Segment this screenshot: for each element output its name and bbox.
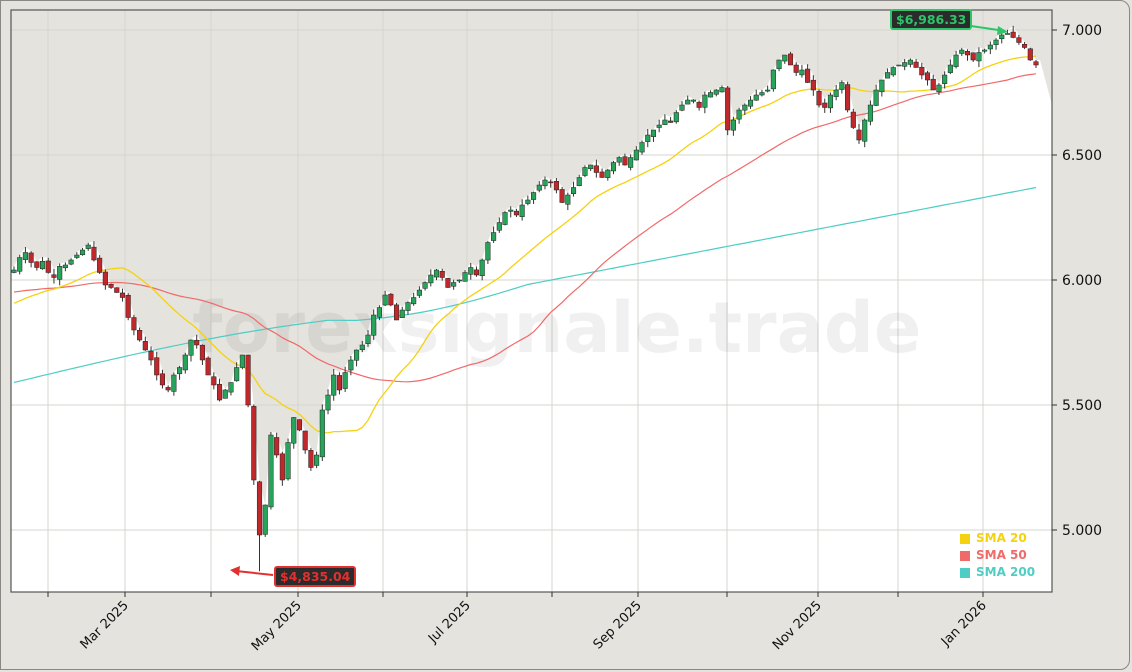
legend-swatch-sma20 (960, 533, 970, 544)
x-tick-label: Sep 2025 (591, 598, 645, 652)
plot-border (10, 9, 1053, 593)
grid-lines (11, 10, 1052, 592)
high-arrow-head (997, 26, 1008, 35)
watermark-text: forexsignale.trade (192, 287, 921, 369)
x-tick-label: Jul 2025 (425, 598, 474, 647)
sma-50-line (13, 73, 1037, 383)
sma-20-line (13, 55, 1037, 434)
x-axis: Mar 2025 May 2025 Jul 2025 Sep 2025 Nov 2025… (47, 592, 990, 654)
y-tick-label: 6.500 (1062, 148, 1102, 164)
low-arrow-head (230, 566, 240, 576)
x-tick-label: Jan 2026 (938, 598, 990, 650)
x-tick-label: Nov 2025 (770, 598, 825, 653)
legend-label-sma50: SMA 50 (976, 548, 1027, 562)
y-tick-label: 5.500 (1062, 398, 1102, 414)
legend-swatch-sma50 (960, 550, 970, 561)
x-tick-label: Mar 2025 (78, 598, 132, 652)
candles (11, 25, 1039, 572)
legend: SMA 20 SMA 50 SMA 200 (960, 530, 1035, 581)
low-arrow (235, 570, 274, 576)
high-price-callout: $6,986.33 (890, 9, 973, 30)
legend-label-sma200: SMA 200 (976, 565, 1036, 579)
x-tick-label: May 2025 (249, 598, 305, 654)
y-axis: 5.000 5.500 6.000 6.500 7.000 (1052, 23, 1102, 539)
legend-item-sma20: SMA 20 (960, 530, 1035, 547)
legend-item-sma200: SMA 200 (960, 564, 1035, 581)
y-tick-label: 6.000 (1062, 273, 1102, 289)
low-price-callout: $4,835.04 (274, 566, 357, 587)
legend-swatch-sma200 (960, 567, 970, 578)
y-tick-label: 5.000 (1062, 523, 1102, 539)
legend-item-sma50: SMA 50 (960, 547, 1035, 564)
sma-200-line (13, 186, 1037, 384)
legend-label-sma20: SMA 20 (976, 531, 1027, 545)
y-tick-label: 7.000 (1062, 23, 1102, 39)
